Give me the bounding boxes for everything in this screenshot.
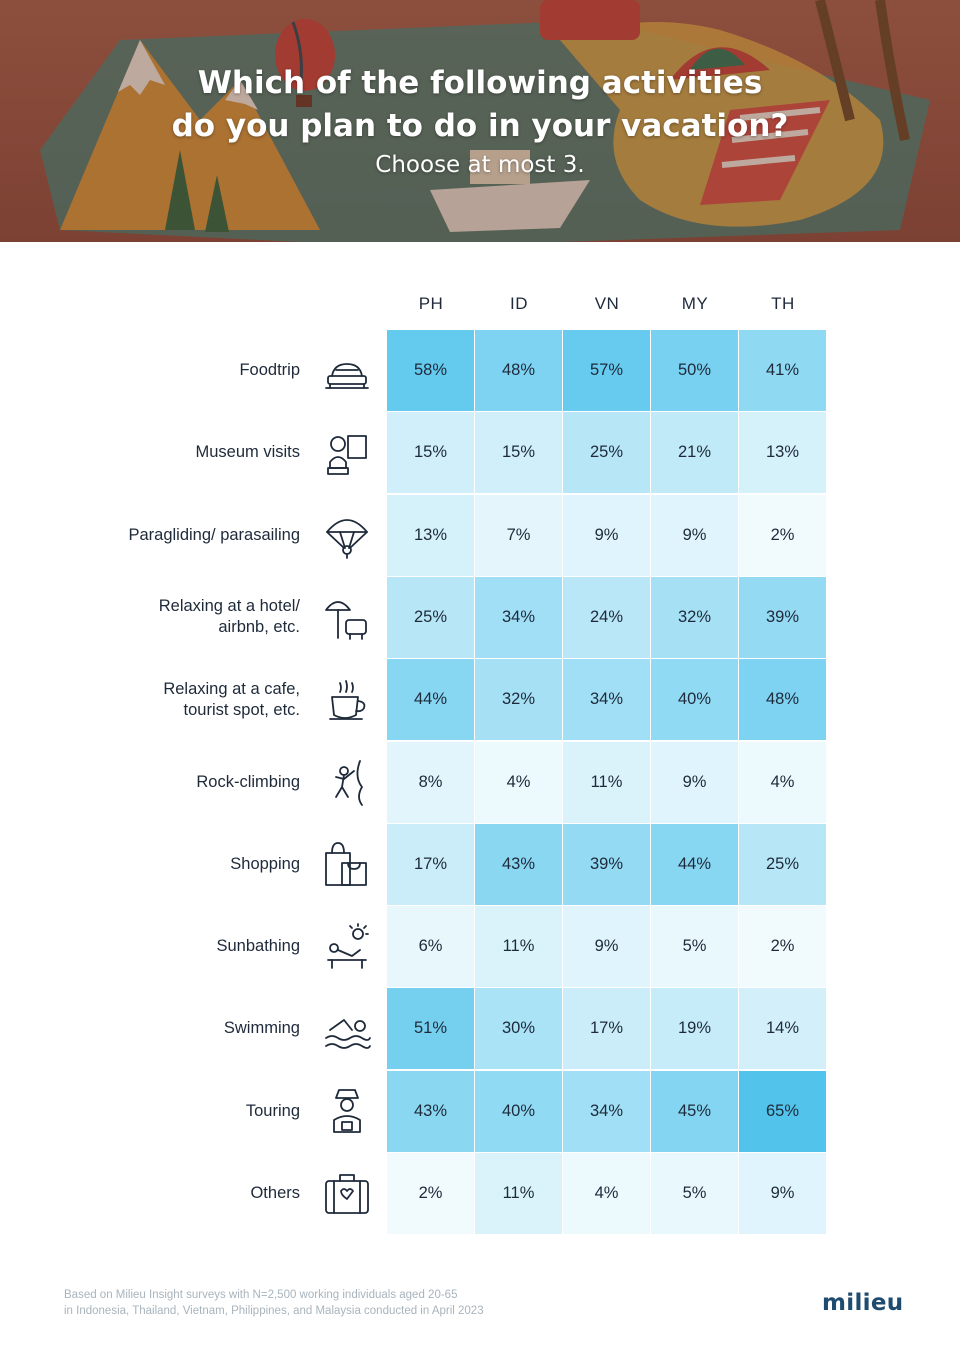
cell-paragliding-parasailing-vn: 9% [563,494,650,576]
cell-museum-visits-vn: 25% [563,412,650,494]
tourist-icon [322,1086,372,1136]
chart-title: Which of the following activities do you… [0,62,960,148]
cell-sunbathing-my: 5% [651,906,738,988]
row-label-relaxing-at-a-hotel-airbnb-etc: Relaxing at a hotel/airbnb, etc. [158,597,300,637]
cell-sunbathing-vn: 9% [563,906,650,988]
column-header-vn: VN [594,294,620,313]
cell-relaxing-at-a-cafe-tourist-spot-etc-ph: 44% [387,659,474,741]
cell-shopping-th: 25% [739,823,826,905]
cell-rock-climbing-vn: 11% [563,741,650,823]
cell-swimming-th: 14% [739,988,826,1070]
chart-title-line-1: Which of the following activities [197,65,763,101]
coffee-cup-icon [322,675,372,725]
cell-rock-climbing-id: 4% [475,741,562,823]
cell-museum-visits-my: 21% [651,412,738,494]
cell-shopping-id: 43% [475,823,562,905]
row-label-paragliding-parasailing: Paragliding/ parasailing [128,525,300,544]
cell-paragliding-parasailing-id: 7% [475,494,562,576]
cell-relaxing-at-a-hotel-airbnb-etc-my: 32% [651,576,738,658]
parachute-icon [322,510,372,560]
vacation-illustration [40,0,930,242]
cell-shopping-my: 44% [651,823,738,905]
cell-swimming-vn: 17% [563,988,650,1070]
cell-relaxing-at-a-hotel-airbnb-etc-th: 39% [739,576,826,658]
cell-touring-th: 65% [739,1070,826,1152]
cell-touring-vn: 34% [563,1070,650,1152]
cell-paragliding-parasailing-ph: 13% [387,494,474,576]
cell-rock-climbing-ph: 8% [387,741,474,823]
cell-relaxing-at-a-hotel-airbnb-etc-vn: 24% [563,576,650,658]
row-label-shopping: Shopping [230,854,300,873]
museum-bust-icon [322,428,372,478]
cell-others-vn: 4% [563,1153,650,1234]
row-label-relaxing-at-a-cafe-tourist-spot-etc: Relaxing at a cafe, tourist spot, etc. [163,679,300,719]
sunbathing-icon [322,922,372,972]
shopping-bag-icon [322,839,372,889]
header-banner: Which of the following activities do you… [0,0,960,242]
row-label-museum-visits: Museum visits [195,443,300,462]
row-label-sunbathing: Sunbathing [216,937,301,956]
survey-footnote: Based on Milieu Insight surveys with N=2… [64,1287,664,1319]
column-header-my: MY [681,294,709,313]
cell-foodtrip-th: 41% [739,330,826,411]
row-label-touring: Touring [245,1101,300,1120]
suitcase-icon [322,1169,372,1219]
chart-title-line-2: do you plan to do in your vacation? [171,108,789,144]
cell-paragliding-parasailing-my: 9% [651,494,738,576]
cell-relaxing-at-a-cafe-tourist-spot-etc-th: 48% [739,659,826,741]
milieu-logo: milieu [822,1290,904,1316]
cell-paragliding-parasailing-th: 2% [739,494,826,576]
cell-swimming-my: 19% [651,988,738,1070]
cell-sunbathing-id: 11% [475,906,562,988]
cell-museum-visits-th: 13% [739,412,826,494]
row-label-others: Others [250,1184,300,1202]
cell-touring-my: 45% [651,1070,738,1152]
column-header-id: ID [510,294,528,313]
cell-sunbathing-ph: 6% [387,906,474,988]
swimmer-icon [322,1004,372,1054]
column-header-ph: PH [418,294,444,313]
cell-relaxing-at-a-cafe-tourist-spot-etc-id: 32% [475,659,562,741]
footnote-line-2: in Indonesia, Thailand, Vietnam, Philipp… [64,1305,484,1317]
row-label-rock-climbing: Rock-climbing [196,772,300,791]
cell-foodtrip-my: 50% [651,330,738,411]
sushi-icon [322,346,372,396]
cell-museum-visits-id: 15% [475,412,562,494]
cell-rock-climbing-th: 4% [739,741,826,823]
cell-others-th: 9% [739,1153,826,1234]
cell-shopping-vn: 39% [563,823,650,905]
cell-foodtrip-id: 48% [475,330,562,411]
cell-relaxing-at-a-hotel-airbnb-etc-ph: 25% [387,576,474,658]
header-text: Which of the following activities do you… [0,62,960,180]
cell-swimming-id: 30% [475,988,562,1070]
cell-foodtrip-vn: 57% [563,330,650,411]
cell-swimming-ph: 51% [387,988,474,1070]
cell-others-ph: 2% [387,1153,474,1234]
cell-foodtrip-ph: 58% [387,330,474,411]
row-label-foodtrip: Foodtrip [239,361,300,379]
cell-relaxing-at-a-cafe-tourist-spot-etc-vn: 34% [563,659,650,741]
column-header-th: TH [771,294,795,313]
rock-climber-icon [322,757,372,807]
cell-others-id: 11% [475,1153,562,1234]
chart-subtitle: Choose at most 3. [375,152,585,178]
cell-shopping-ph: 17% [387,823,474,905]
cell-touring-id: 40% [475,1070,562,1152]
cell-relaxing-at-a-hotel-airbnb-etc-id: 34% [475,576,562,658]
footnote-line-1: Based on Milieu Insight surveys with N=2… [64,1289,458,1301]
cell-others-my: 5% [651,1153,738,1234]
cell-touring-ph: 43% [387,1070,474,1152]
cell-museum-visits-ph: 15% [387,412,474,494]
cell-relaxing-at-a-cafe-tourist-spot-etc-my: 40% [651,659,738,741]
cell-rock-climbing-my: 9% [651,741,738,823]
row-label-swimming: Swimming [223,1019,300,1038]
cell-sunbathing-th: 2% [739,906,826,988]
beach-chair-umbrella-icon [322,592,372,642]
